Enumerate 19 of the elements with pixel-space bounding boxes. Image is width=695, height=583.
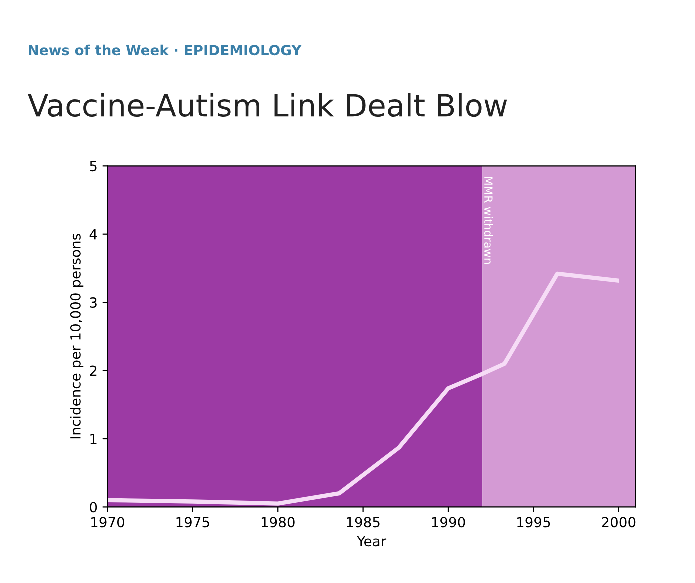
y-tick-label: 4 <box>90 230 98 240</box>
y-tick-label: 2 <box>90 366 97 376</box>
x-tick-label: 1985 <box>347 517 380 528</box>
x-tick-label: 1995 <box>518 517 550 528</box>
x-tick-label: 2000 <box>602 517 636 528</box>
y-tick-label: 0 <box>90 502 98 513</box>
chart-title: Vaccine-Autism Link Dealt Blow <box>28 93 508 118</box>
x-tick-label: 1970 <box>92 517 124 528</box>
y-tick-label: 3 <box>90 298 97 308</box>
x-tick-label: 1990 <box>432 517 466 528</box>
y-axis-title: Incidence per 10,000 persons <box>70 234 84 439</box>
x-tick-label: 1975 <box>176 517 210 528</box>
x-axis-title: Year <box>357 536 387 547</box>
x-tick-label: 1980 <box>262 517 295 528</box>
y-tick-label: 1 <box>90 434 97 444</box>
line-series <box>108 272 620 506</box>
y-tick-label: 5 <box>90 161 97 172</box>
band-label: MMR withdrawn <box>484 177 494 264</box>
chart-subtitle: News of the Week · EPIDEMIOLOGY <box>29 44 302 56</box>
